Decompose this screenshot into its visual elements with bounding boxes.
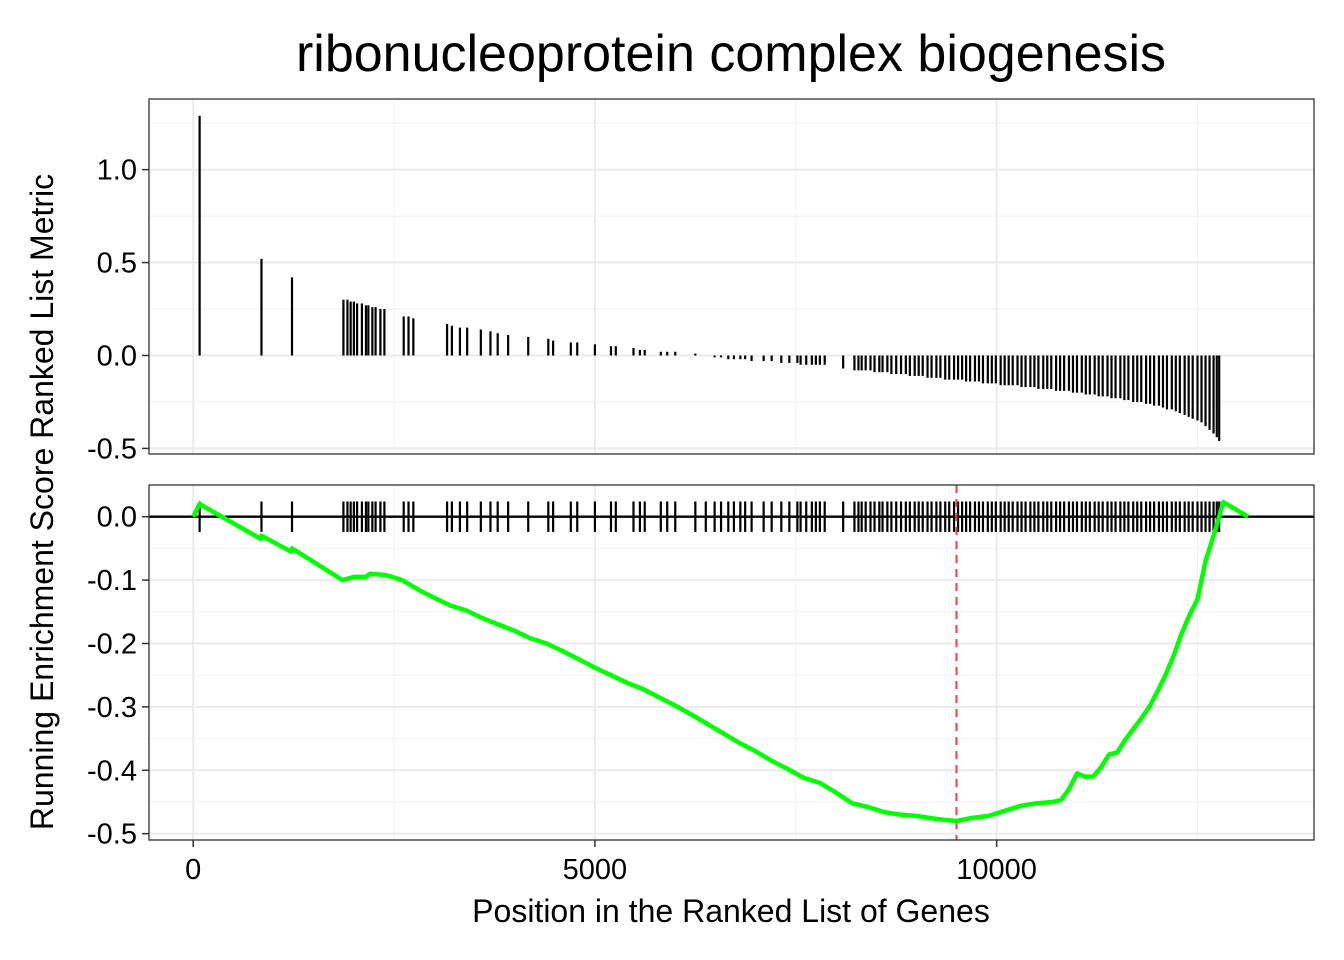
y-tick-label: -0.3: [87, 692, 137, 724]
running-es-grid: [149, 484, 1314, 840]
ranked-metric-bars: [198, 115, 1221, 441]
running-es-curve: [191, 499, 1250, 824]
y-tick-label: -0.1: [87, 565, 137, 597]
y-tick-label: -0.4: [87, 755, 137, 787]
running-es-panel-border: [148, 484, 1315, 841]
ranked-metric-panel-background: [149, 99, 1314, 454]
y-tick-label: 1.0: [97, 155, 137, 187]
x-tick-label: 10000: [956, 854, 1037, 886]
running-es-panel: 0.0 -0.1 -0.2 -0.3 -0.4 -0.5 0 5000 10000: [87, 484, 1315, 886]
ranked-metric-panel: 1.0 0.5 0.0 -0.5: [87, 98, 1315, 465]
y-tick-label: -0.5: [87, 433, 137, 465]
running-es-panel-background: [149, 485, 1314, 840]
y-tick-label: 0.5: [97, 248, 137, 280]
ranked-metric-panel-border: [148, 98, 1315, 455]
x-tick-label: 0: [185, 854, 201, 886]
y-tick-label: 0.0: [97, 340, 137, 372]
x-axis: 0 5000 10000: [185, 840, 1037, 886]
x-axis-title: Position in the Ranked List of Genes: [472, 893, 990, 929]
y-tick-label: 0.0: [97, 502, 137, 534]
x-tick-label: 5000: [563, 854, 628, 886]
y-tick-label: -0.5: [87, 819, 137, 851]
ranked-metric-y-axis: 1.0 0.5 0.0 -0.5: [87, 155, 149, 465]
running-es-y-axis: 0.0 -0.1 -0.2 -0.3 -0.4 -0.5: [87, 502, 149, 851]
chart-title: ribonucleoprotein complex biogenesis: [296, 25, 1166, 83]
y-tick-label: -0.2: [87, 628, 137, 660]
y-axis-title: Running Enrichment Score Ranked List Met…: [24, 174, 60, 830]
